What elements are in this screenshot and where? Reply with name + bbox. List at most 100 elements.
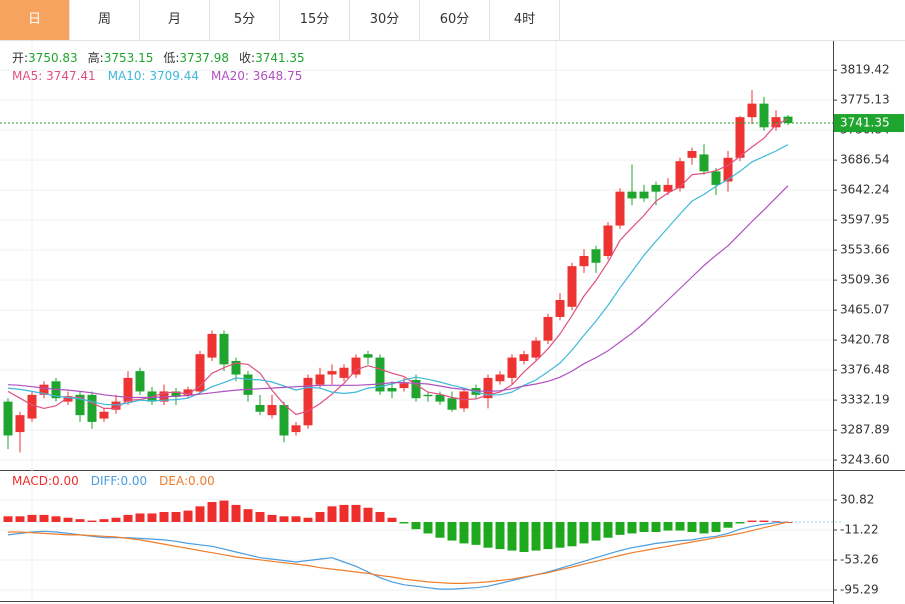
macd-bar (291, 516, 301, 523)
macd-bar (99, 519, 109, 523)
y-tick-label: 3775.13 (840, 93, 890, 107)
candle-body (651, 184, 661, 192)
ohlc-value: 3737.98 (179, 51, 229, 65)
macd-bar (423, 522, 433, 534)
ohlc-label: 高: (88, 50, 104, 65)
macd-bar (63, 517, 73, 523)
candle-body (771, 117, 781, 128)
candle-body (747, 103, 757, 118)
ohlc-label: 收: (239, 51, 255, 65)
period-tab[interactable]: 月 (140, 0, 210, 40)
period-tab[interactable]: 60分 (420, 0, 490, 40)
candle-body (183, 389, 193, 395)
y-tick-label: 3553.66 (840, 243, 890, 257)
legend-name: MA10 (108, 69, 142, 83)
candle-body (567, 266, 577, 307)
period-tab[interactable]: 日 (0, 0, 70, 40)
period-tab[interactable]: 4时 (490, 0, 560, 40)
macd-bar (315, 512, 325, 523)
legend-sep: : (116, 474, 120, 488)
macd-bar (387, 517, 397, 523)
candle-body (243, 374, 253, 395)
legend-name: DEA (159, 474, 185, 488)
y-tick-label: -95.29 (840, 583, 879, 597)
candle-body (423, 394, 433, 397)
y-tick-label: 3376.48 (840, 363, 890, 377)
macd-bar (207, 502, 217, 523)
macd-bar (375, 512, 385, 523)
candle-body (3, 401, 13, 436)
macd-bar (519, 522, 529, 552)
candle-body (711, 171, 721, 185)
macd-bar (147, 513, 157, 523)
macd-bar (567, 522, 577, 547)
candle-body (255, 404, 265, 412)
indicator-line (8, 521, 789, 584)
legend-name: MA5 (12, 69, 38, 83)
candle-body (639, 191, 649, 199)
candle-body (351, 357, 361, 375)
legend-value: 0.00 (52, 474, 79, 488)
macd-bar (351, 504, 361, 523)
y-tick-label: -53.26 (840, 553, 879, 567)
ohlc-value: 3741.35 (255, 51, 305, 65)
macd-bar (267, 514, 277, 523)
macd-bar (243, 509, 253, 523)
candle-body (339, 367, 349, 378)
period-tab[interactable]: 30分 (350, 0, 420, 40)
candle-body (759, 103, 769, 128)
legend-sep: : (48, 474, 52, 488)
candle-body (531, 340, 541, 358)
candle-body (291, 425, 301, 433)
candle-body (219, 333, 229, 365)
legend-value: 0.00 (120, 474, 147, 488)
candle-body (363, 354, 373, 358)
candle-body (519, 354, 529, 361)
macd-bar (27, 514, 37, 523)
legend-value: 3747.41 (46, 69, 96, 83)
period-tab[interactable]: 15分 (280, 0, 350, 40)
ma-legend: MA5: 3747.41 MA10: 3709.44 MA20: 3648.75 (12, 69, 302, 83)
y-tick-label: 3420.78 (840, 333, 890, 347)
macd-bar (543, 522, 553, 550)
y-tick-label: 3465.07 (840, 303, 890, 317)
macd-bar (471, 522, 481, 545)
legend-name: MA20 (211, 69, 245, 83)
y-tick-label: 3243.60 (840, 453, 890, 467)
candle-body (27, 394, 37, 419)
macd-bar (663, 522, 673, 531)
candle-body (231, 360, 241, 375)
macd-bar (591, 522, 601, 541)
macd-bar (399, 522, 409, 524)
y-tick-label: 3642.24 (840, 183, 890, 197)
macd-bar (111, 517, 121, 523)
candle-body (411, 379, 421, 399)
legend-value: 0.00 (188, 474, 215, 488)
candle-body (483, 377, 493, 399)
candle-body (315, 374, 325, 385)
legend-sep: : (184, 474, 188, 488)
candle-body (39, 384, 49, 395)
macd-bar (15, 516, 25, 523)
candle-body (675, 161, 685, 189)
macd-bar (3, 516, 13, 523)
candle-body (63, 396, 73, 402)
candle-body (75, 394, 85, 416)
macd-bar (231, 504, 241, 523)
period-tab[interactable]: 5分 (210, 0, 280, 40)
candle-body (687, 151, 697, 158)
candle-body (735, 117, 745, 158)
macd-bar (639, 522, 649, 533)
ohlc-label: 低: (163, 51, 179, 65)
macd-bar (219, 500, 229, 523)
candle-body (615, 191, 625, 226)
indicator-line (7, 144, 789, 406)
period-tab[interactable]: 周 (70, 0, 140, 40)
macd-bar (675, 522, 685, 531)
candle-body (267, 404, 277, 416)
candle-body (399, 383, 409, 389)
macd-bar (603, 522, 613, 538)
candle-body (195, 354, 205, 392)
macd-bar (159, 512, 169, 523)
